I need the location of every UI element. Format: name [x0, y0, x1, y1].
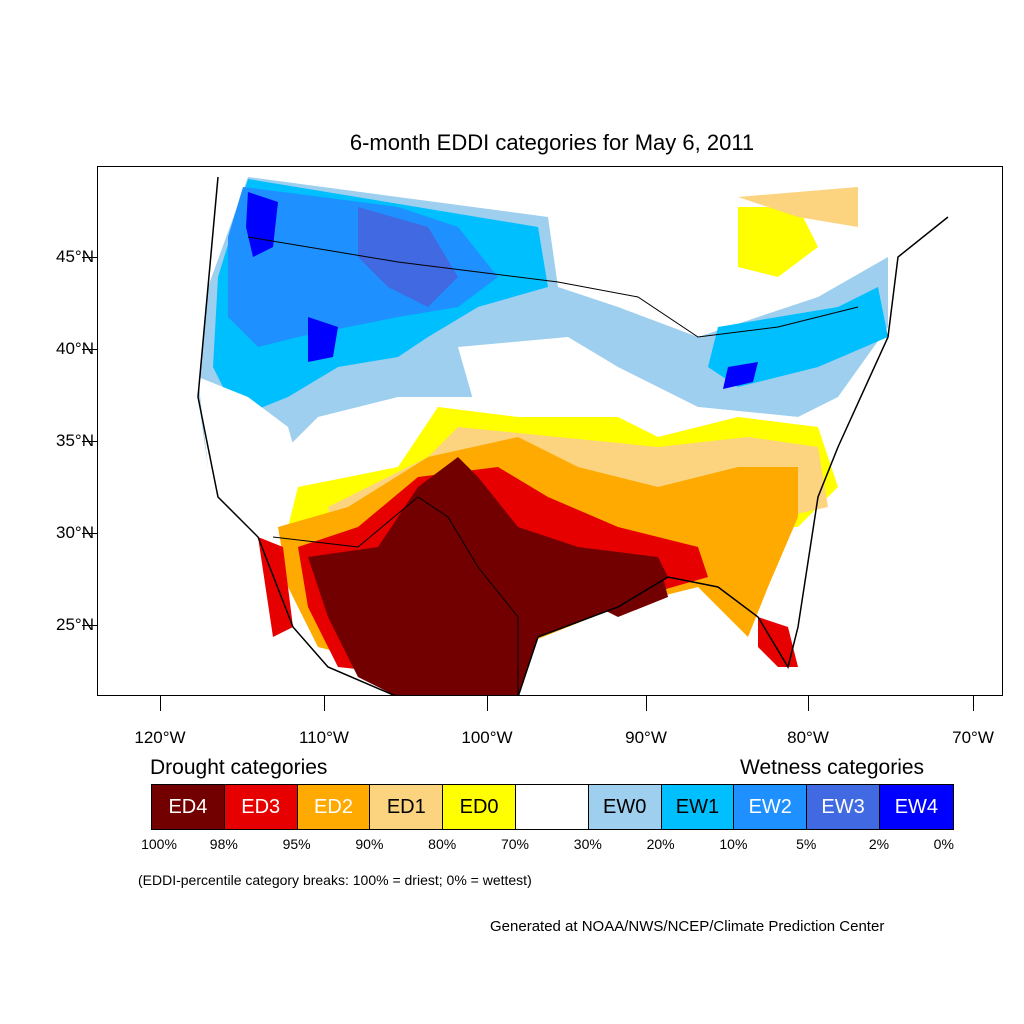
region-ed1-quebec — [738, 187, 858, 227]
lon-label-70w: 70°W — [952, 728, 994, 747]
region-ed4-gulf — [578, 557, 668, 617]
lon-tick — [324, 696, 325, 711]
map-title: 6-month EDDI categories for May 6, 2011 — [349, 130, 755, 155]
lat-tick — [82, 533, 97, 534]
lon-label-80w: 80°W — [787, 728, 829, 747]
drought-categories-heading: Drought categories — [150, 756, 328, 779]
lat-tick — [82, 441, 97, 442]
lon-label-90w: 90°W — [625, 728, 667, 747]
legend-swatch: ED0 — [443, 785, 516, 829]
region-ew2-northwest — [228, 187, 498, 347]
eddi-map — [97, 166, 1003, 696]
legend-swatch — [515, 785, 589, 829]
lat-label-40n: 40°N — [56, 339, 94, 358]
legend-swatch: EW1 — [661, 785, 735, 829]
lat-label-25n: 25°N — [56, 615, 94, 634]
region-ed3-baja — [258, 537, 293, 637]
percentile-label: 5% — [796, 836, 817, 852]
region-ew4-idaho — [308, 317, 338, 362]
region-ew1-greatlakes — [708, 287, 888, 387]
legend-swatch: ED3 — [224, 785, 298, 829]
region-ed4-southwest — [308, 457, 668, 695]
legend-swatch: ED2 — [297, 785, 371, 829]
percentile-label: 100% — [141, 836, 177, 852]
percentile-label: 90% — [355, 836, 384, 852]
region-neutral-west — [198, 377, 308, 527]
percentile-label: 20% — [646, 836, 675, 852]
legend-swatch: ED1 — [370, 785, 444, 829]
lon-label-110w: 110°W — [299, 728, 349, 747]
percentile-label: 0% — [933, 836, 954, 852]
lat-tick — [82, 625, 97, 626]
coastline-outline — [197, 176, 949, 695]
lat-label-30n: 30°N — [56, 523, 94, 542]
percentile-label: 98% — [209, 836, 238, 852]
lat-tick — [82, 257, 97, 258]
region-ed0-ontario — [738, 207, 818, 277]
legend-swatch: EW3 — [807, 785, 880, 829]
lon-tick — [160, 696, 161, 711]
lat-label-35n: 35°N — [56, 431, 94, 450]
lon-tick — [808, 696, 809, 711]
lat-tick — [82, 349, 97, 350]
eddi-map-canvas — [197, 176, 949, 695]
credit-line: Generated at NOAA/NWS/NCEP/Climate Predi… — [490, 918, 885, 935]
percentile-label: 10% — [719, 836, 748, 852]
legend-swatch: EW0 — [588, 785, 662, 829]
percentile-label: 80% — [428, 836, 457, 852]
mexico-border — [272, 496, 519, 695]
category-note: (EDDI-percentile category breaks: 100% =… — [138, 872, 532, 888]
canada-border — [247, 236, 859, 338]
percentile-label: 30% — [573, 836, 602, 852]
lon-tick — [487, 696, 488, 711]
lon-tick — [973, 696, 974, 711]
region-ew4-lake-erie — [723, 362, 758, 389]
percentile-label: 95% — [282, 836, 311, 852]
region-ew3-montana — [358, 207, 458, 307]
wetness-categories-heading: Wetness categories — [740, 756, 925, 779]
lon-label-100w: 100°W — [461, 728, 513, 747]
legend-swatch: EW4 — [879, 785, 953, 829]
region-ed3-florida — [758, 617, 798, 667]
percentile-label: 70% — [500, 836, 530, 852]
category-legend: ED4 ED3 ED2 ED1 ED0 EW0 EW1 EW2 EW3 EW4 — [151, 784, 954, 830]
percentile-label: 2% — [868, 836, 890, 852]
lon-label-120w: 120°W — [134, 728, 186, 747]
legend-swatch: EW2 — [734, 785, 808, 829]
lon-tick — [646, 696, 647, 711]
lat-label-45n: 45°N — [56, 247, 94, 266]
legend-swatch: ED4 — [152, 785, 225, 829]
